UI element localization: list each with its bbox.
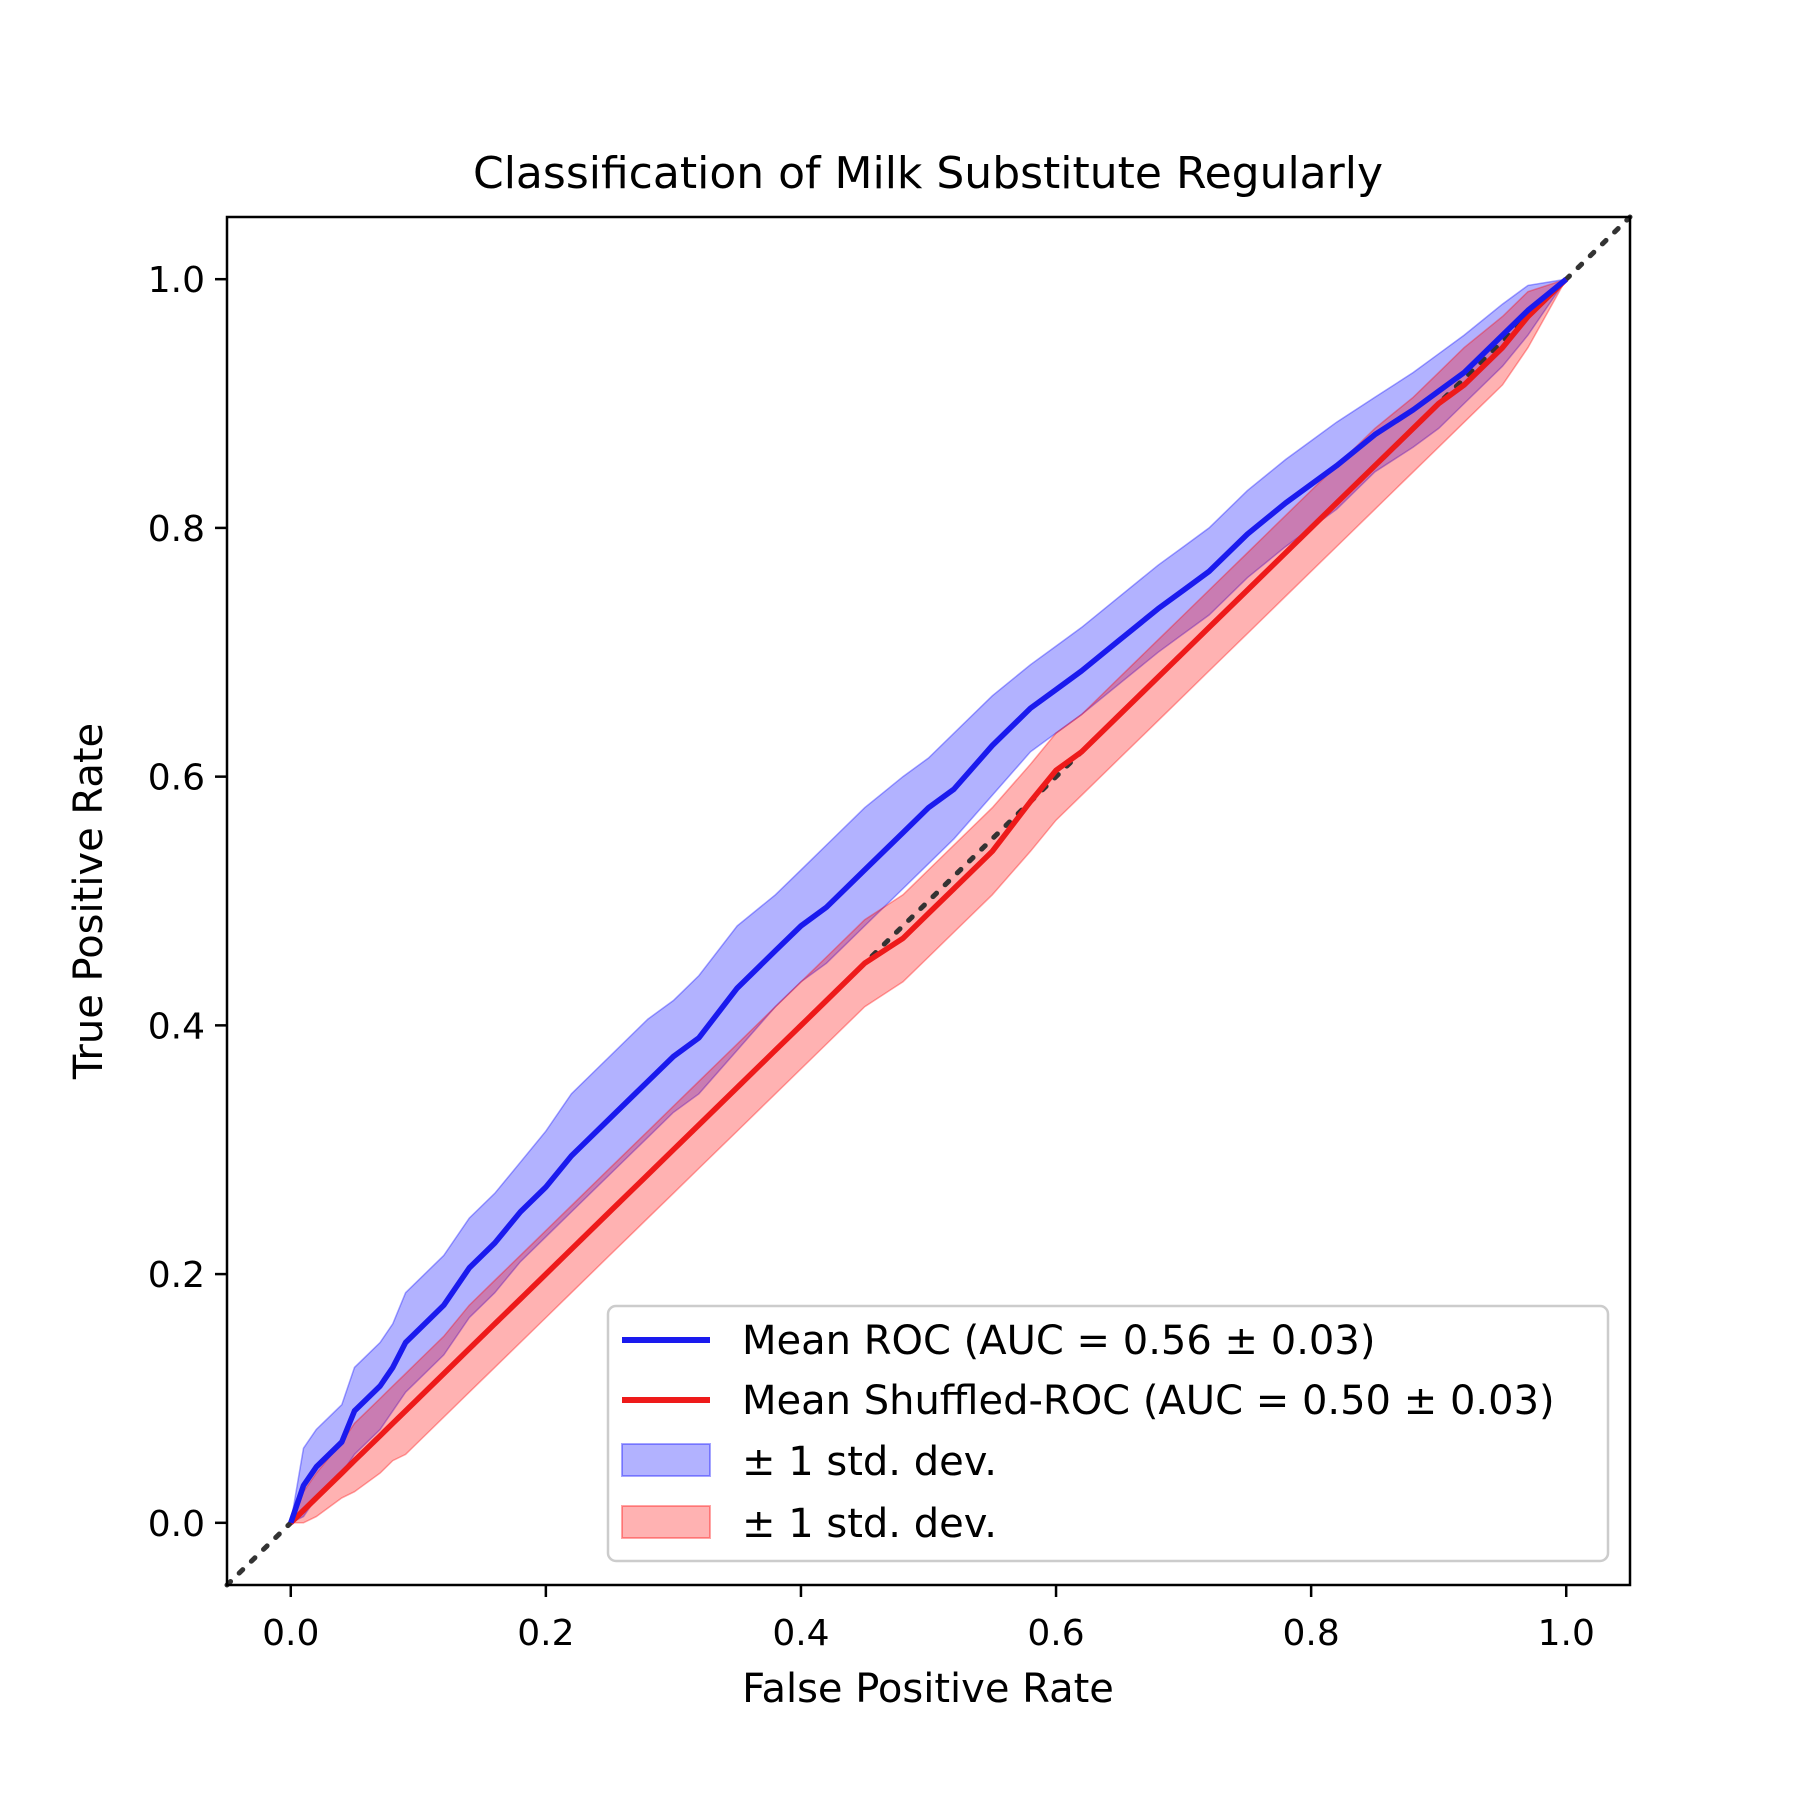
legend-swatch-shuffled-std-band <box>621 1505 711 1539</box>
y-tick-label: 1.0 <box>148 260 205 301</box>
legend-label-roc-std-band: ± 1 std. dev. <box>742 1439 997 1485</box>
y-tick-label: 0.6 <box>148 758 205 799</box>
x-tick-label: 1.0 <box>1538 1613 1595 1654</box>
legend-swatch-roc-std-band <box>621 1443 711 1477</box>
y-tick-label: 0.2 <box>148 1255 205 1296</box>
x-tick-label: 0.6 <box>1027 1613 1084 1654</box>
x-tick-label: 0.0 <box>262 1613 319 1654</box>
x-tick-label: 0.2 <box>517 1613 574 1654</box>
x-axis: 0.0 0.2 0.4 0.6 0.8 1.0 <box>262 1585 1595 1654</box>
mean-shuffled-roc-line <box>288 277 1569 1525</box>
plot-frame <box>225 215 1632 1587</box>
y-tick-label: 0.4 <box>148 1006 205 1047</box>
y-axis-label: True Positive Rate <box>66 723 112 1080</box>
y-axis: 0.0 0.2 0.4 0.6 0.8 1.0 <box>148 260 227 1545</box>
mean-roc-line <box>288 277 1568 1524</box>
legend-label-shuffled-std-band: ± 1 std. dev. <box>742 1501 997 1547</box>
x-axis-label: False Positive Rate <box>742 1666 1114 1712</box>
x-tick-label: 0.8 <box>1283 1613 1340 1654</box>
y-tick-label: 0.8 <box>148 509 205 550</box>
y-tick-label: 0.0 <box>148 1504 205 1545</box>
legend-label-shuffled-roc: Mean Shuffled-ROC (AUC = 0.50 ± 0.03) <box>742 1378 1555 1424</box>
legend: Mean ROC (AUC = 0.56 ± 0.03) Mean Shuffl… <box>606 1304 1610 1563</box>
x-tick-label: 0.4 <box>772 1613 829 1654</box>
legend-label-mean-roc: Mean ROC (AUC = 0.56 ± 0.03) <box>742 1318 1375 1364</box>
legend-box <box>606 1304 1610 1563</box>
plot-area <box>224 214 1633 1588</box>
chart-title: Classification of Milk Substitute Regula… <box>473 148 1383 199</box>
